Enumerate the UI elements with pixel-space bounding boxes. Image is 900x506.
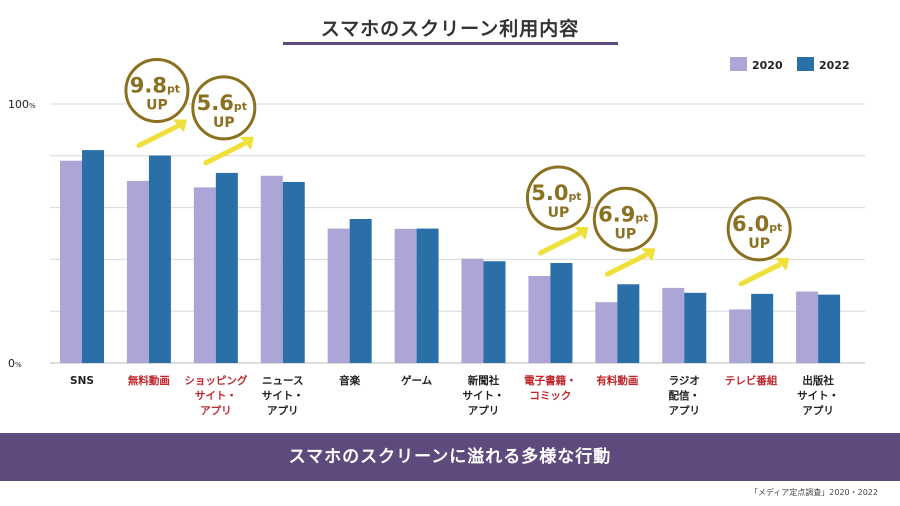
y-tick-label: 100% xyxy=(8,98,36,111)
bar-2020-0 xyxy=(60,160,82,363)
bar-2022-6 xyxy=(483,261,506,363)
up-arrow-shaft xyxy=(738,262,782,287)
up-arrow-head xyxy=(641,248,656,262)
legend-label-2022: 2022 xyxy=(819,59,850,72)
bar-2022-0 xyxy=(82,150,104,363)
bar-2020-9 xyxy=(662,287,685,363)
category-label: 電子書籍・コミック xyxy=(524,374,577,402)
bar-2020-11 xyxy=(796,291,819,363)
up-arrow-shaft xyxy=(537,231,581,256)
legend-swatch-2020 xyxy=(730,57,747,71)
badge-up-label: UP xyxy=(146,98,168,114)
bar-2022-7 xyxy=(550,263,573,363)
up-arrow-head xyxy=(574,227,589,241)
badge-up-label: UP xyxy=(615,226,637,242)
badge-value: 9.8pt xyxy=(130,74,180,98)
badge-value: 6.0pt xyxy=(732,212,782,236)
up-arrow-head xyxy=(775,257,790,271)
legend-label-2020: 2020 xyxy=(752,59,783,72)
bar-2020-8 xyxy=(595,302,618,363)
category-label: 有料動画 xyxy=(596,374,638,387)
badge-value: 5.6pt xyxy=(197,91,247,115)
category-label: ゲーム xyxy=(401,374,433,387)
badge-value: 5.0pt xyxy=(531,181,581,205)
legend-swatch-2022 xyxy=(797,57,814,71)
bar-2022-2 xyxy=(215,172,238,363)
bar-2022-10 xyxy=(751,293,774,363)
bar-chart: 100% 0% 2020 2022 SNS 無料動画 ショッピングサイト・アプリニュースサイ… xyxy=(8,57,865,417)
badge-circle xyxy=(525,165,591,231)
summary-banner: スマホのスクリーンに溢れる多様な行動 xyxy=(0,433,900,481)
bar-2020-6 xyxy=(461,258,484,363)
title-underline xyxy=(283,42,618,45)
up-arrow-shaft xyxy=(604,252,648,277)
badge-up-label: UP xyxy=(213,115,235,131)
category-label: ニュースサイト・アプリ xyxy=(262,375,304,417)
bar-2020-2 xyxy=(193,187,216,363)
badge-circle xyxy=(191,75,257,141)
category-label: ショッピングサイト・アプリ xyxy=(184,374,247,417)
chart-title: スマホのスクリーン利用内容 xyxy=(320,18,580,40)
bar-2022-3 xyxy=(282,181,305,363)
source-note: 「メディア定点調査」2020・2022 xyxy=(749,488,878,497)
badge-up-label: UP xyxy=(548,205,570,221)
up-arrow-head xyxy=(239,136,254,150)
badge-circle xyxy=(592,186,658,252)
bar-2022-11 xyxy=(818,294,841,363)
bar-2020-4 xyxy=(327,228,350,363)
category-label: SNS xyxy=(70,375,94,387)
bar-2022-5 xyxy=(416,228,439,363)
y-tick-label: 0% xyxy=(8,357,22,370)
bar-2020-7 xyxy=(528,275,551,363)
up-arrow-shaft xyxy=(203,141,247,166)
badge-value: 6.9pt xyxy=(598,202,648,226)
up-arrow-shaft xyxy=(136,124,180,149)
bar-2020-5 xyxy=(394,228,417,363)
banner-text: スマホのスクリーンに溢れる多様な行動 xyxy=(288,447,612,467)
bar-2022-9 xyxy=(684,292,707,363)
category-label: テレビ番組 xyxy=(725,374,778,387)
badge-circle xyxy=(124,58,190,124)
badge-up-label: UP xyxy=(748,236,770,252)
bar-2020-10 xyxy=(729,309,752,363)
category-label: 新聞社サイト・アプリ xyxy=(463,374,505,417)
badge-circle xyxy=(726,196,792,262)
category-label: 音楽 xyxy=(339,374,360,387)
category-label: ラジオ配信・アプリ xyxy=(669,375,701,417)
bar-2022-8 xyxy=(617,284,640,363)
bar-2022-4 xyxy=(349,218,372,363)
category-label: 出版社サイト・アプリ xyxy=(797,374,839,417)
bar-2020-3 xyxy=(260,175,283,363)
up-arrow-head xyxy=(172,119,187,133)
bar-2020-1 xyxy=(126,180,149,363)
category-label: 無料動画 xyxy=(128,374,170,387)
bar-2022-1 xyxy=(148,155,171,363)
